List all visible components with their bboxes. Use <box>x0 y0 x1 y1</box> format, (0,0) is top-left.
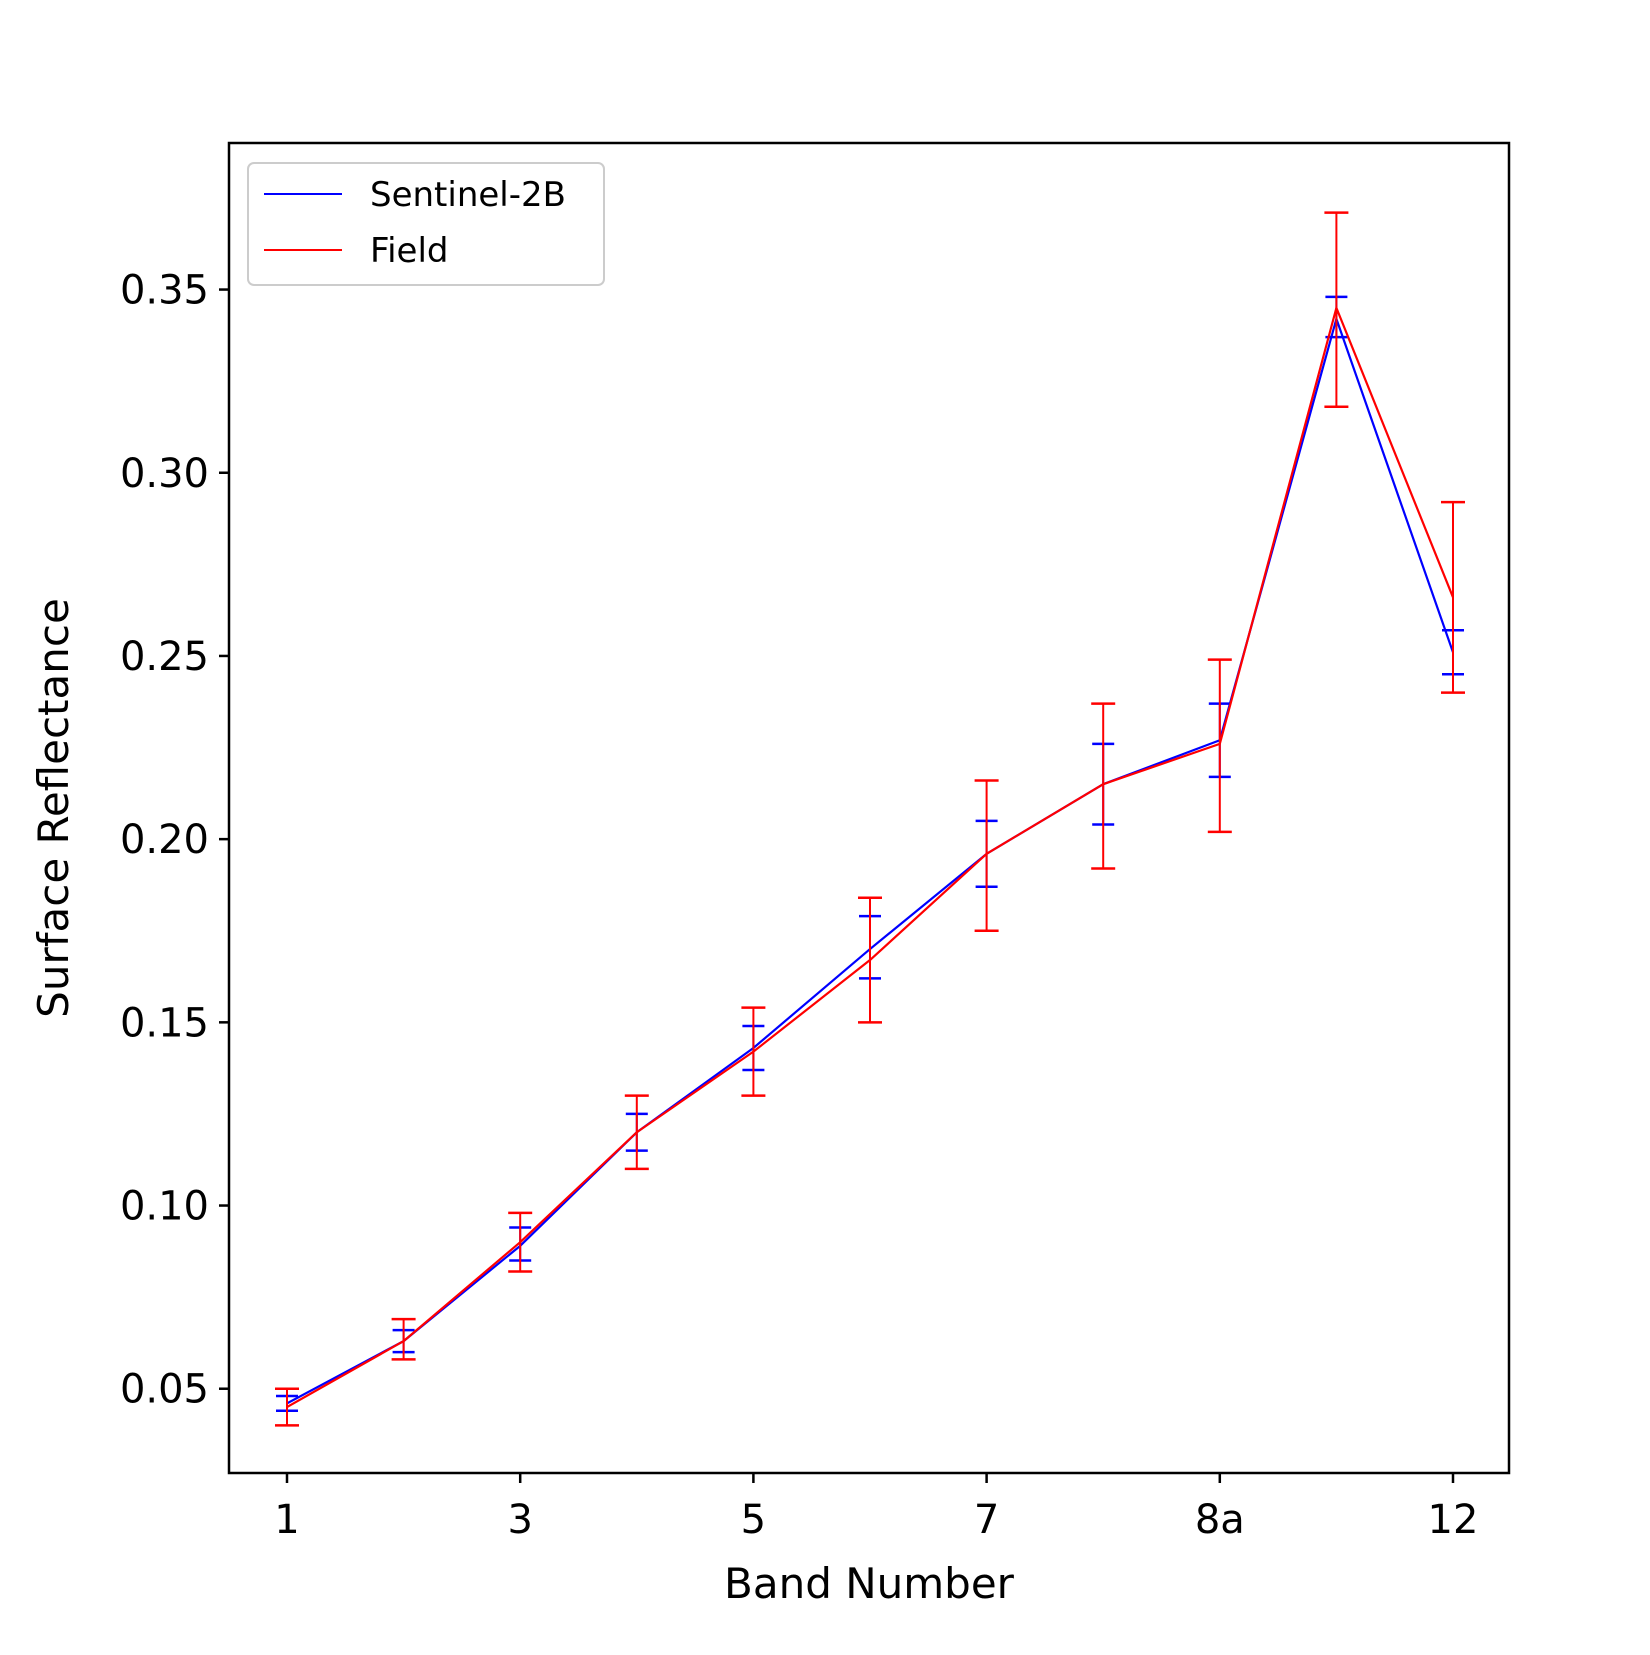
y-tick-label: 0.30 <box>120 451 209 497</box>
y-tick-label: 0.25 <box>120 634 209 680</box>
series-field <box>275 211 1465 1427</box>
y-tick-label: 0.10 <box>120 1184 209 1230</box>
x-axis: 1 3 5 7 8a 12 <box>274 1473 1478 1543</box>
y-tick-label: 0.15 <box>120 1000 209 1046</box>
plot-frame <box>227 141 1511 1475</box>
x-tick-label: 12 <box>1428 1497 1479 1543</box>
x-axis-label: Band Number <box>724 1559 1015 1608</box>
x-tick-label: 5 <box>741 1497 766 1543</box>
y-tick-label: 0.35 <box>120 268 209 314</box>
x-tick-label: 3 <box>507 1497 532 1543</box>
x-tick-label: 1 <box>274 1497 299 1543</box>
series-layer <box>275 211 1465 1427</box>
legend-label-field: Field <box>370 231 448 271</box>
y-axis-label: Surface Reflectance <box>29 598 78 1018</box>
y-axis: 0.05 0.10 0.15 0.20 0.25 0.30 0.35 <box>120 268 229 1413</box>
series-line <box>286 317 1455 1405</box>
legend: Sentinel-2B Field <box>247 162 605 286</box>
series-sentinel-2b <box>276 295 1464 1412</box>
x-tick-label: 7 <box>974 1497 999 1543</box>
y-tick-label: 0.20 <box>120 817 209 863</box>
y-tick-label: 0.05 <box>120 1367 209 1413</box>
legend-label-sentinel: Sentinel-2B <box>370 175 566 215</box>
x-tick-label: 8a <box>1195 1497 1245 1543</box>
series-line <box>286 306 1455 1409</box>
